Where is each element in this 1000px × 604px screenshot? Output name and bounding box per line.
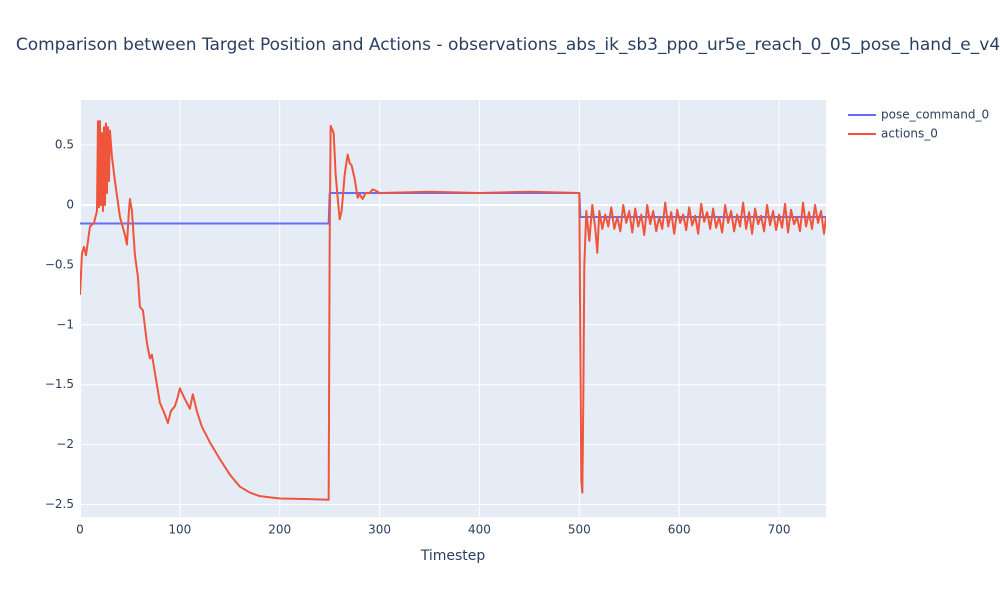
legend-label: actions_0 (881, 127, 938, 141)
plot-area (80, 100, 826, 517)
grid: 0.50−0.5−1−1.5−2−2.50 100 200 300 400 500 600 7… (45, 100, 826, 537)
series-line (80, 120, 826, 501)
x-axis-title: Timestep (420, 548, 486, 564)
x-tick-label: 100 (168, 523, 191, 537)
y-tick-label: −1 (56, 317, 74, 331)
x-tick-label: 200 (268, 523, 291, 537)
x-tick-label: 500 (568, 523, 591, 537)
x-tick-label: 0 (76, 523, 84, 537)
y-tick-label: −2 (56, 437, 74, 451)
y-tick-label: −0.5 (45, 257, 74, 271)
x-tick-label: 700 (768, 523, 791, 537)
y-tick-label: −1.5 (45, 377, 74, 391)
y-tick-label: 0.5 (55, 138, 74, 152)
y-tick-label: −2.5 (45, 497, 74, 511)
x-tick-label: 300 (368, 523, 391, 537)
legend-label: pose_command_0 (881, 108, 989, 122)
y-tick-label: 0 (66, 197, 74, 211)
chart-title: Comparison between Target Position and A… (16, 35, 1000, 55)
legend: pose_command_0 actions_0 (848, 108, 989, 141)
lines (80, 120, 826, 501)
x-tick-label: 400 (468, 523, 491, 537)
x-tick-label: 600 (668, 523, 691, 537)
